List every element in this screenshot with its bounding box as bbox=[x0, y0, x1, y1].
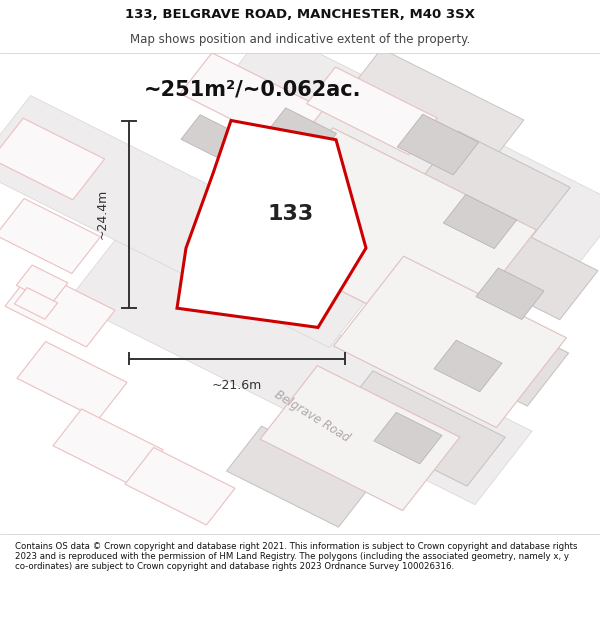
Polygon shape bbox=[443, 194, 517, 249]
Polygon shape bbox=[14, 288, 58, 319]
Text: ~21.6m: ~21.6m bbox=[212, 379, 262, 392]
Polygon shape bbox=[244, 128, 536, 344]
Polygon shape bbox=[180, 52, 324, 150]
Polygon shape bbox=[0, 199, 100, 274]
Polygon shape bbox=[53, 409, 163, 486]
Text: ~24.4m: ~24.4m bbox=[95, 189, 109, 239]
Polygon shape bbox=[181, 115, 251, 165]
Polygon shape bbox=[476, 268, 544, 319]
Polygon shape bbox=[415, 297, 569, 406]
Polygon shape bbox=[397, 114, 479, 175]
Text: 133, BELGRAVE ROAD, MANCHESTER, M40 3SX: 133, BELGRAVE ROAD, MANCHESTER, M40 3SX bbox=[125, 8, 475, 21]
Polygon shape bbox=[334, 256, 566, 428]
Polygon shape bbox=[177, 121, 366, 328]
Polygon shape bbox=[0, 118, 104, 200]
Polygon shape bbox=[5, 269, 115, 347]
Polygon shape bbox=[0, 96, 387, 348]
Polygon shape bbox=[260, 366, 460, 511]
Polygon shape bbox=[335, 371, 505, 486]
Polygon shape bbox=[16, 265, 68, 303]
Polygon shape bbox=[340, 49, 524, 173]
Polygon shape bbox=[125, 448, 235, 525]
Polygon shape bbox=[17, 342, 127, 419]
Polygon shape bbox=[227, 426, 373, 527]
Polygon shape bbox=[307, 67, 437, 155]
Polygon shape bbox=[258, 125, 402, 222]
Polygon shape bbox=[263, 108, 337, 162]
Text: Contains OS data © Crown copyright and database right 2021. This information is : Contains OS data © Crown copyright and d… bbox=[15, 542, 577, 571]
Polygon shape bbox=[217, 28, 600, 271]
Text: Belgrave Road: Belgrave Road bbox=[272, 388, 352, 445]
Polygon shape bbox=[434, 340, 502, 392]
Polygon shape bbox=[458, 220, 598, 319]
Text: 133: 133 bbox=[268, 204, 314, 224]
Polygon shape bbox=[68, 228, 532, 504]
Text: Map shows position and indicative extent of the property.: Map shows position and indicative extent… bbox=[130, 33, 470, 46]
Polygon shape bbox=[374, 412, 442, 464]
Text: ~251m²/~0.062ac.: ~251m²/~0.062ac. bbox=[143, 79, 361, 99]
Polygon shape bbox=[414, 131, 570, 244]
